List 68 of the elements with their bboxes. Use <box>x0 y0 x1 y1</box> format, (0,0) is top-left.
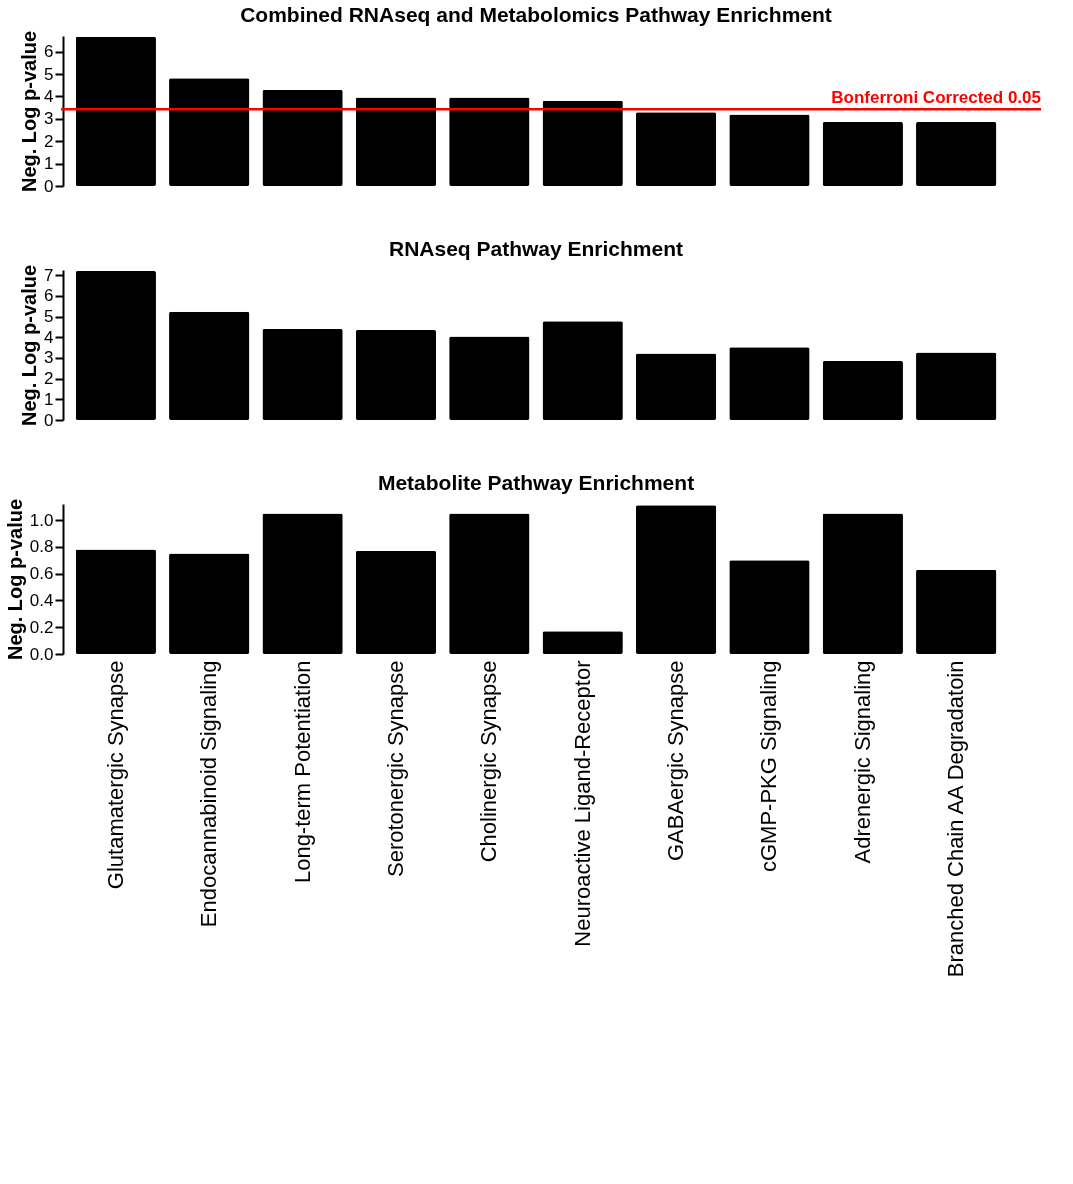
y-tick-label: 2 <box>44 369 54 389</box>
y-tick-label: 0.4 <box>29 590 54 610</box>
bar <box>729 560 810 654</box>
bar <box>822 361 903 420</box>
bar <box>169 553 250 654</box>
x-tick-label: cGMP-PKG Signaling <box>756 660 782 873</box>
bar <box>542 321 623 420</box>
y-axis-title: Neg. Log p-value <box>18 30 41 193</box>
y-tick-label: 4 <box>44 327 54 347</box>
y-tick-label: 1 <box>44 154 54 174</box>
x-tick-label: Glutamatergic Synapse <box>102 660 128 890</box>
y-tick-label: 3 <box>44 348 54 368</box>
bar <box>169 311 250 420</box>
x-tick-label: Long-term Potentiation <box>289 660 315 884</box>
bar <box>355 97 437 186</box>
y-tick-label: 6 <box>44 42 54 62</box>
bar <box>75 549 156 654</box>
y-tick-label: 5 <box>44 64 54 84</box>
bar <box>729 114 810 186</box>
x-tick-label: Endocannabinoid Signaling <box>196 660 222 928</box>
y-tick-label: 1 <box>44 389 54 409</box>
y-tick-label: 0.0 <box>29 644 54 664</box>
bar <box>262 328 343 420</box>
y-tick-label: 0 <box>44 176 54 196</box>
bar <box>729 347 810 420</box>
bar <box>542 631 623 654</box>
x-tick-label: Neuroactive Ligand-Receptor <box>569 660 595 947</box>
bar <box>449 513 530 654</box>
y-tick-label: 7 <box>44 265 54 285</box>
x-tick-label: GABAergic Synapse <box>663 660 689 862</box>
bar <box>916 121 997 186</box>
chart-title: RNAseq Pathway Enrichment <box>388 237 684 261</box>
y-tick-label: 5 <box>44 307 54 327</box>
y-tick-label: 0.6 <box>29 564 54 584</box>
x-tick-label: Adrenergic Signaling <box>849 660 875 864</box>
y-tick-label: 3 <box>44 109 54 129</box>
ref-line-label: Bonferroni Corrected 0.05 <box>831 88 1041 108</box>
y-tick-label: 2 <box>44 131 54 151</box>
bar <box>542 100 623 186</box>
bar <box>262 89 343 186</box>
x-tick-label: Serotonergic Synapse <box>382 660 408 877</box>
chart-title: Metabolite Pathway Enrichment <box>377 471 695 495</box>
bar <box>169 78 250 186</box>
bar <box>916 352 997 420</box>
x-tick-label: Cholinergic Synapse <box>476 660 502 863</box>
bar <box>75 36 156 186</box>
bar <box>355 550 437 654</box>
bar <box>75 271 156 420</box>
bar <box>449 336 530 420</box>
bar <box>822 513 903 654</box>
y-tick-label: 6 <box>44 286 54 306</box>
y-tick-label: 4 <box>44 86 54 106</box>
y-tick-label: 1.0 <box>29 510 54 530</box>
bar <box>262 513 343 654</box>
x-tick-label: Branched Chain AA Degradatoin <box>943 660 969 978</box>
bar <box>449 97 530 186</box>
bar <box>916 569 997 654</box>
y-axis-title: Neg. Log p-value <box>18 264 41 427</box>
y-tick-label: 0.8 <box>29 537 54 557</box>
bar <box>355 330 437 420</box>
bar <box>635 505 717 654</box>
y-tick-label: 0 <box>44 410 54 430</box>
bar <box>635 353 717 420</box>
chart-title: Combined RNAseq and Metabolomics Pathway Enrichment <box>240 3 832 27</box>
bar <box>635 112 717 186</box>
bar <box>822 121 903 186</box>
y-axis-title: Neg. Log p-value <box>3 498 26 661</box>
y-tick-label: 0.2 <box>29 617 54 637</box>
